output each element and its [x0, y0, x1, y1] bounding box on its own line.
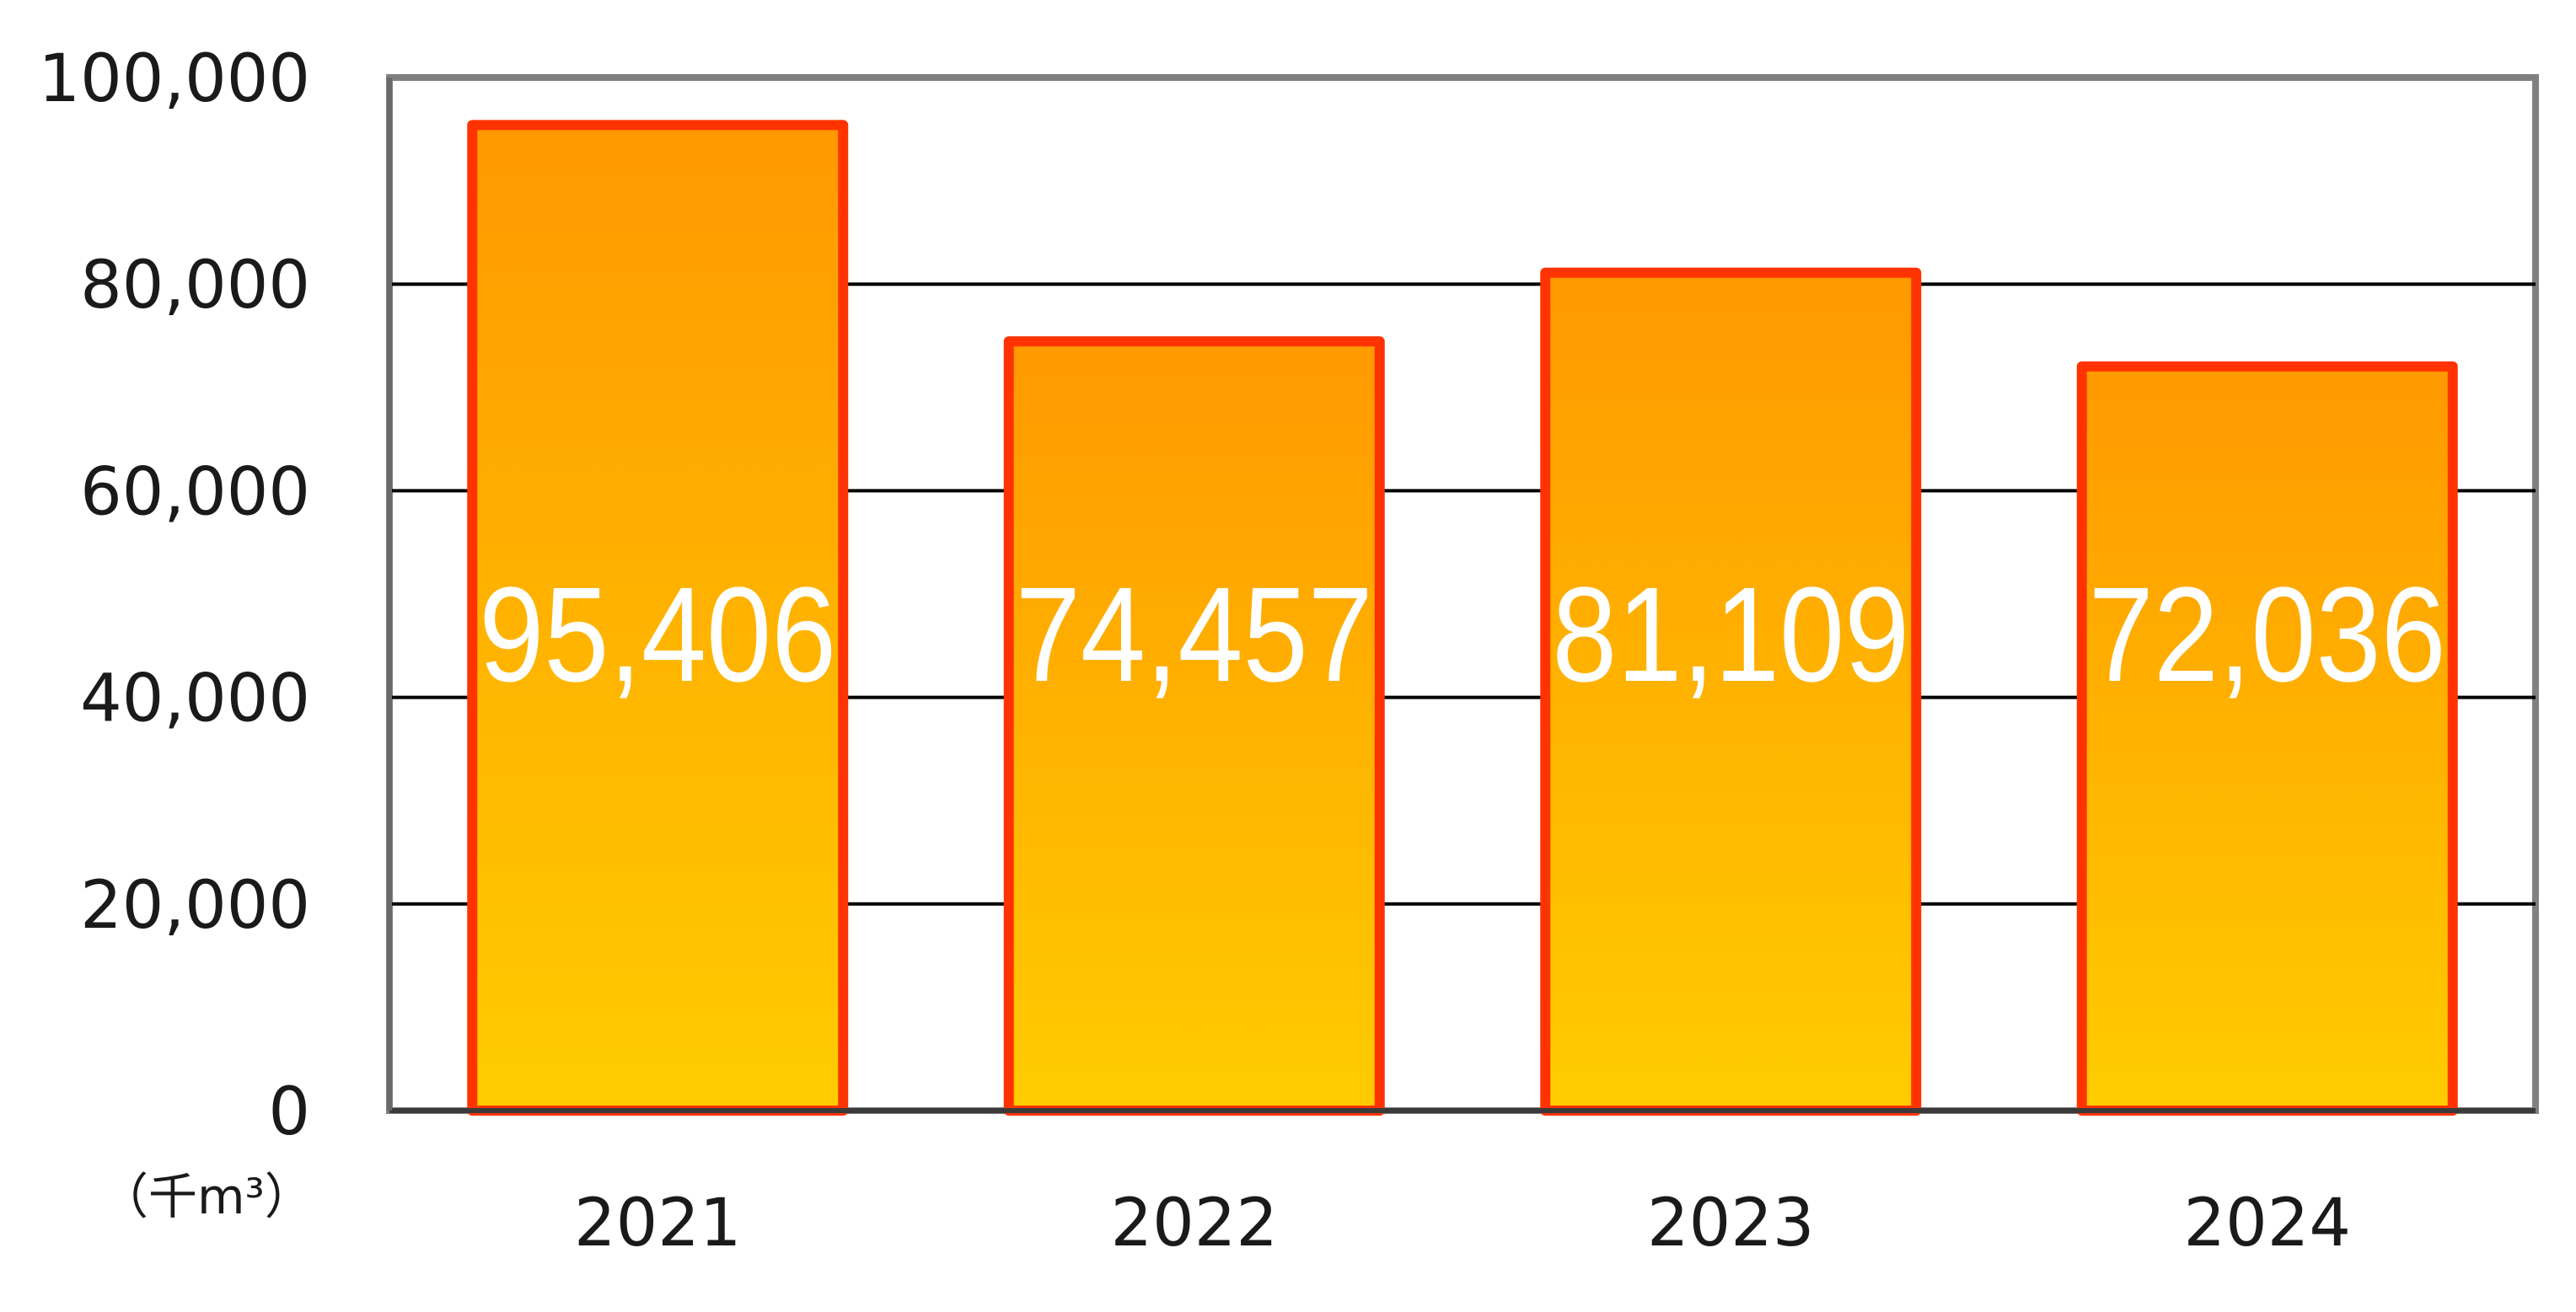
y-tick-label: 40,000 [80, 661, 310, 737]
y-tick-label: 100,000 [38, 41, 310, 117]
x-tick-label: 2024 [2183, 1186, 2351, 1261]
x-tick-label: 2023 [1647, 1186, 1815, 1261]
plot-area [386, 74, 2539, 1117]
y-tick-label: 60,000 [80, 454, 310, 530]
y-axis-ticks: 0 20,000 40,000 60,000 80,000 100,000 [38, 41, 310, 1150]
x-tick-label: 2022 [1110, 1186, 1278, 1261]
unit-label: （千m³） [99, 1168, 314, 1225]
y-tick-label: 20,000 [80, 868, 310, 944]
bar-2023 [1540, 267, 1922, 1117]
data-label: 81,109 [1552, 559, 1909, 710]
bar-2024 [2076, 361, 2458, 1117]
x-axis-ticks: 2021 2022 2023 2024 [574, 1186, 2351, 1261]
data-label: 72,036 [2089, 559, 2446, 710]
y-tick-label: 0 [268, 1074, 310, 1150]
bar-2022 [1003, 336, 1385, 1116]
data-label: 74,457 [1016, 559, 1373, 710]
data-labels: 95,406 74,457 81,109 72,036 [479, 559, 2446, 710]
x-tick-label: 2021 [574, 1186, 742, 1261]
y-tick-label: 80,000 [80, 248, 310, 324]
data-label: 95,406 [479, 559, 836, 710]
